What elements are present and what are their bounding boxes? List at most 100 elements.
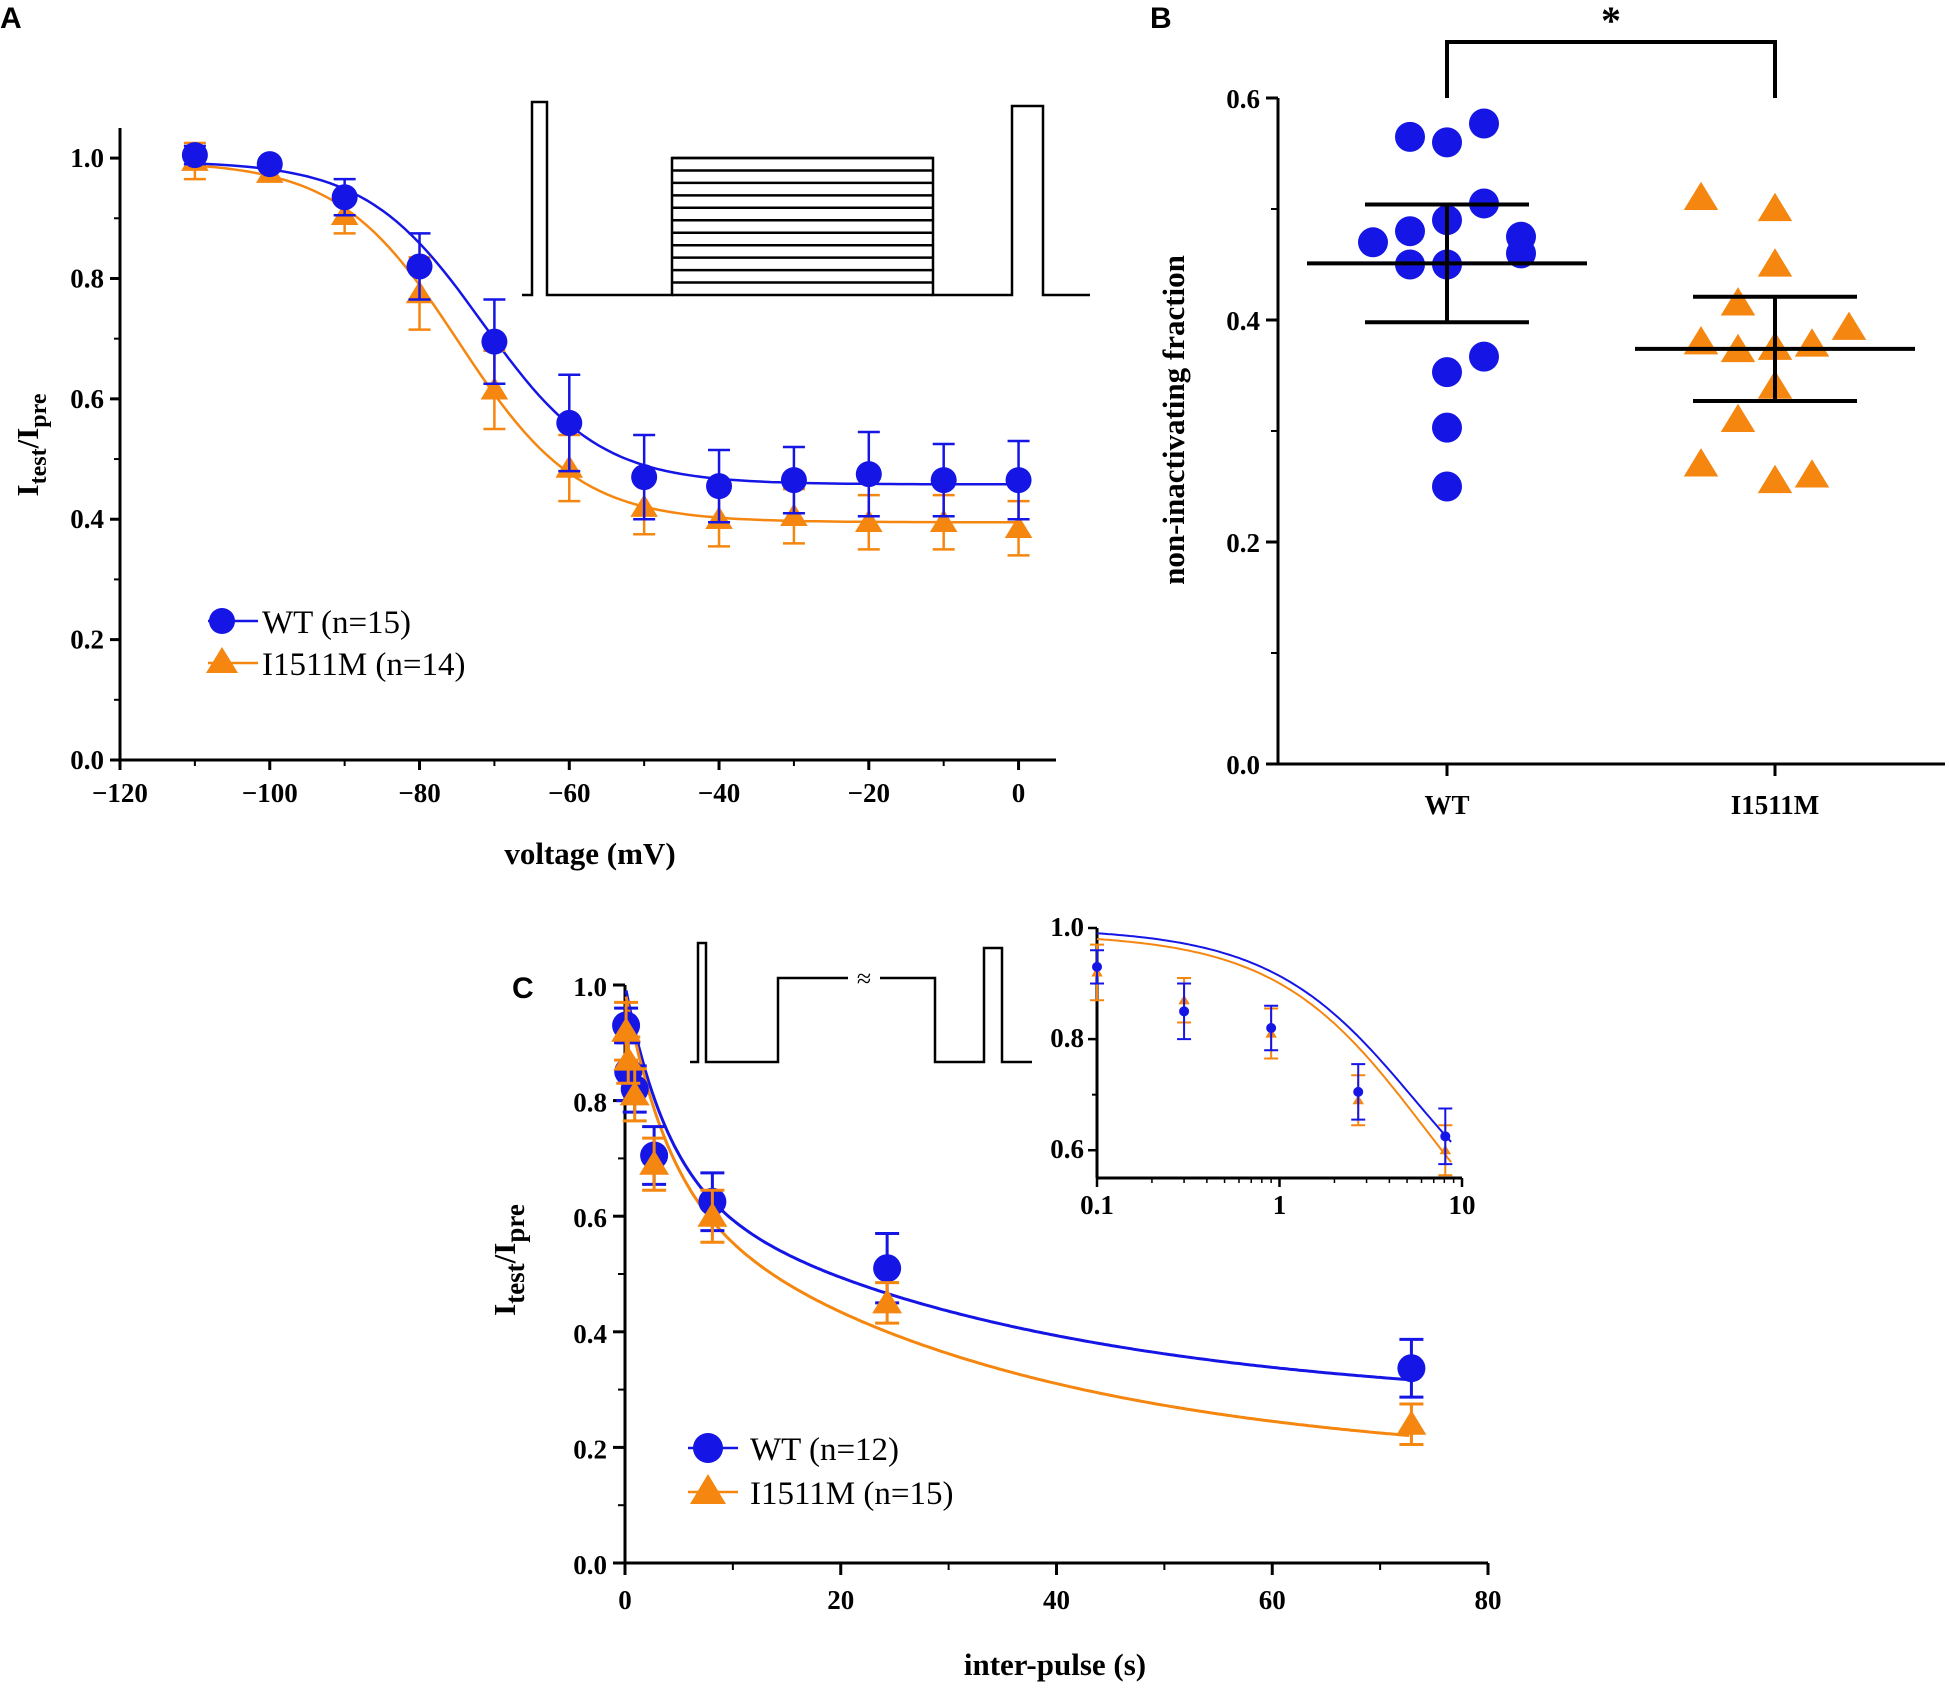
panel-b-y-tick-label: 0.4: [1226, 306, 1260, 336]
panel-b-y-tick-label: 0.6: [1226, 84, 1260, 114]
panel-c-x-tick-label: 20: [827, 1585, 854, 1615]
panel-c-legend-mut-marker: [690, 1474, 726, 1504]
panel-b-point-i1511m: [1720, 403, 1756, 433]
panel-b-point-wt: [1469, 108, 1499, 139]
panel-a-y-tick-label: 0.4: [70, 504, 104, 534]
panel-a-ylabel-sub1: test: [26, 448, 52, 484]
panel-a-point-wt: [481, 328, 508, 355]
inset-point-wt: [1266, 1023, 1277, 1033]
panel-a-point-wt: [181, 142, 208, 169]
panel-a-point-i1511m: [929, 509, 958, 532]
panel-c-fit-wt: [624, 990, 1410, 1382]
panel-b-point-i1511m: [1683, 448, 1719, 477]
panel-a-point-wt: [780, 467, 807, 494]
inset-fit-wt: [1096, 932, 1452, 1143]
panel-a-x-tick-label: −100: [242, 778, 298, 808]
panel-c-x-tick-label: 60: [1259, 1585, 1286, 1615]
panel-b-point-i1511m: [1831, 311, 1867, 340]
panel-label-c: C: [512, 972, 534, 1005]
panel-c-y-tick-label: 0.6: [573, 1203, 607, 1233]
significance-bracket: [1445, 40, 1777, 98]
panel-a-legend-mut-marker: [206, 647, 238, 673]
panel-b-point-i1511m: [1757, 192, 1793, 222]
panel-a-x-tick-label: −20: [848, 778, 890, 808]
panel-b-point-i1511m: [1757, 464, 1793, 494]
panel-b-point-i1511m: [1794, 328, 1830, 357]
panel-c-point-i1511m: [697, 1202, 728, 1227]
panel-c-y-tick-label: 1.0: [573, 972, 607, 1002]
inset-x-tick-label: 0.1: [1080, 1190, 1114, 1220]
panel-c-point-wt: [873, 1254, 902, 1283]
panel-c-y-tick-label: 0.8: [573, 1088, 607, 1118]
panel-a-point-wt: [256, 151, 283, 178]
panel-a-y-label: Itest/Ipre: [10, 393, 52, 496]
panel-b-x-tick-label: WT: [1424, 790, 1469, 820]
panel-a-ylabel-sub2: pre: [26, 393, 52, 428]
panel-a-x-label: voltage (mV): [504, 836, 675, 871]
inset-y-tick-label: 1.0: [1050, 912, 1084, 942]
panel-c-point-i1511m: [1396, 1410, 1427, 1435]
panel-a-protocol-steps: [672, 156, 933, 297]
panel-a-y-tick-label: 0.6: [70, 384, 104, 414]
panel-a-legend: WT (n=15) I1511M (n=14): [206, 605, 465, 683]
panel-c-legend-wt-marker: [693, 1433, 723, 1463]
panel-b-y-tick-label: 0.2: [1226, 528, 1260, 558]
panel-c-y-label: Itest/Ipre: [487, 1204, 530, 1316]
panel-b-point-wt: [1432, 471, 1462, 502]
panel-a-y-tick-label: 0.0: [70, 745, 104, 775]
panel-b-point-wt: [1358, 227, 1388, 258]
panel-a-point-wt: [855, 461, 882, 488]
panel-a-ylabel-slash: /I: [10, 428, 45, 450]
panel-b-point-wt: [1432, 357, 1462, 388]
panel-b-point-wt: [1432, 127, 1462, 158]
panel-a-point-wt: [706, 473, 733, 500]
panel-c-point-i1511m: [639, 1150, 670, 1175]
panel-c-protocol-break-mark: ≈: [857, 964, 871, 993]
inset-x-tick-label: 10: [1449, 1190, 1476, 1220]
panel-c-protocol-trace: [690, 941, 1032, 1064]
panel-a-point-wt: [930, 467, 957, 494]
panel-a-point-wt: [331, 184, 358, 211]
panel-b-x-tick-label: I1511M: [1731, 790, 1820, 820]
panel-a-x-tick-label: −60: [548, 778, 590, 808]
panel-c-legend-mut-label: I1511M (n=15): [750, 1476, 953, 1512]
panel-b: 0.0 0.2 0.4 0.6 WT I1511M * non-inactivating…: [1156, 0, 1945, 820]
panel-c-ylabel-sub1: test: [500, 1263, 530, 1303]
panel-a-legend-wt-marker: [209, 608, 235, 634]
panel-a-point-wt: [406, 253, 433, 280]
panel-a-fit-i1511m: [194, 164, 1019, 524]
panel-a-x-tick-label: −40: [698, 778, 740, 808]
panel-a-y-tick-label: 0.8: [70, 263, 104, 293]
panel-b-point-wt: [1469, 341, 1499, 372]
panel-b-point-wt: [1506, 238, 1536, 269]
inset-point-wt: [1353, 1086, 1364, 1097]
panel-c-inset: 0.6 0.8 1.0 0.1 1 10: [1050, 912, 1475, 1220]
panel-a-x-tick-label: −120: [92, 778, 148, 808]
panel-b-point-wt: [1432, 412, 1462, 443]
panel-a-point-wt: [1005, 467, 1032, 494]
panel-a-point-i1511m: [855, 509, 883, 532]
panel-b-point-i1511m: [1757, 248, 1793, 277]
panel-b-point-wt: [1395, 216, 1425, 247]
panel-a-x-tick-label: 0: [1012, 778, 1026, 808]
panel-a-y-tick-label: 1.0: [70, 143, 104, 173]
panel-a-legend-wt-label: WT (n=15): [262, 605, 411, 641]
panel-c-y-tick-label: 0.2: [573, 1434, 607, 1464]
panel-b-point-i1511m: [1720, 287, 1756, 316]
panel-c-point-i1511m: [619, 1080, 650, 1106]
panel-c-point-wt: [1397, 1354, 1426, 1383]
inset-point-wt: [1179, 1006, 1190, 1017]
panel-a-protocol-trace: [522, 100, 1090, 297]
inset-fit-i1511m: [1096, 938, 1452, 1163]
panel-c: ≈ 0.6 0.8 1.0 0.1 1 10 0.0 0.2 0.4 0.6 0.8 1.0 0 2…: [487, 912, 1502, 1682]
panel-c-x-label: inter-pulse (s): [964, 1647, 1146, 1682]
panel-a-legend-mut-label: I1511M (n=14): [262, 647, 465, 683]
panel-a: 0.0 0.2 0.4 0.6 0.8 1.0 −120 −100 −80 −60 −40 −20 0…: [10, 100, 1090, 871]
panel-a-ylabel-main: I: [10, 484, 45, 496]
panel-c-x-tick-label: 40: [1043, 1585, 1070, 1615]
panel-label-b: B: [1150, 2, 1172, 35]
panel-a-x-tick-label: −80: [398, 778, 440, 808]
panel-c-protocol-break-bg: [848, 966, 880, 990]
inset-x-tick-label: 1: [1273, 1190, 1287, 1220]
